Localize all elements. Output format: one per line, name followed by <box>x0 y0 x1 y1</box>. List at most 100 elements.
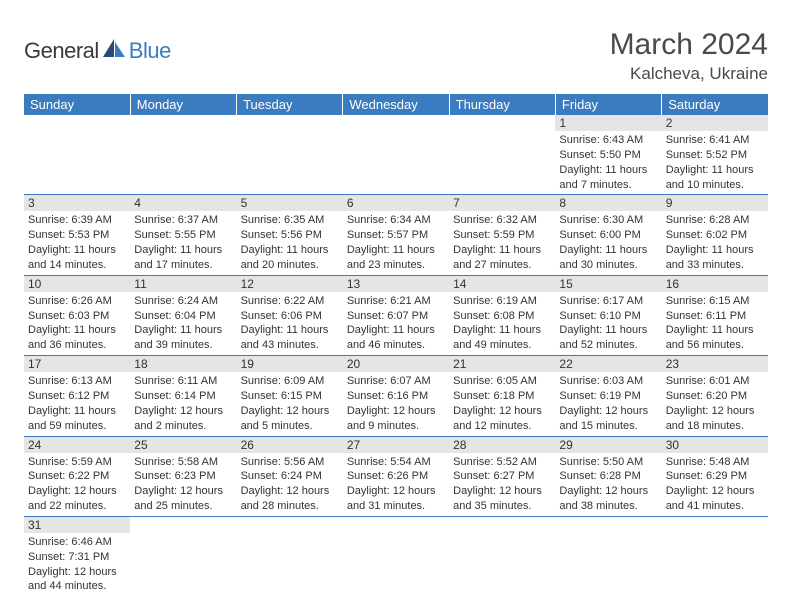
calendar-day-cell: 15Sunrise: 6:17 AMSunset: 6:10 PMDayligh… <box>555 275 661 355</box>
sunset-text: Sunset: 6:15 PM <box>241 389 339 404</box>
day-number: 16 <box>662 276 768 292</box>
sunset-text: Sunset: 6:07 PM <box>347 309 445 324</box>
daylight-text: Daylight: 11 hours and 36 minutes. <box>28 323 126 353</box>
month-title: March 2024 <box>610 28 768 62</box>
day-details: Sunrise: 6:03 AMSunset: 6:19 PMDaylight:… <box>555 372 661 435</box>
sunset-text: Sunset: 6:10 PM <box>559 309 657 324</box>
sunrise-text: Sunrise: 5:56 AM <box>241 455 339 470</box>
day-number: 21 <box>449 356 555 372</box>
sunrise-text: Sunrise: 5:50 AM <box>559 455 657 470</box>
brand-logo: General Blue <box>24 38 171 64</box>
day-details: Sunrise: 6:39 AMSunset: 5:53 PMDaylight:… <box>24 211 130 274</box>
day-details: Sunrise: 6:15 AMSunset: 6:11 PMDaylight:… <box>662 292 768 355</box>
calendar-day-cell: 8Sunrise: 6:30 AMSunset: 6:00 PMDaylight… <box>555 195 661 275</box>
daylight-text: Daylight: 11 hours and 30 minutes. <box>559 243 657 273</box>
brand-text-1: General <box>24 38 99 64</box>
calendar-day-cell: 25Sunrise: 5:58 AMSunset: 6:23 PMDayligh… <box>130 436 236 516</box>
sunset-text: Sunset: 6:24 PM <box>241 469 339 484</box>
daylight-text: Daylight: 11 hours and 33 minutes. <box>666 243 764 273</box>
daylight-text: Daylight: 12 hours and 35 minutes. <box>453 484 551 514</box>
daylight-text: Daylight: 12 hours and 5 minutes. <box>241 404 339 434</box>
sunrise-text: Sunrise: 5:59 AM <box>28 455 126 470</box>
day-details: Sunrise: 5:52 AMSunset: 6:27 PMDaylight:… <box>449 453 555 516</box>
day-number: 2 <box>662 115 768 131</box>
sunset-text: Sunset: 6:29 PM <box>666 469 764 484</box>
sunrise-text: Sunrise: 6:34 AM <box>347 213 445 228</box>
calendar-day-cell: 17Sunrise: 6:13 AMSunset: 6:12 PMDayligh… <box>24 356 130 436</box>
calendar-table: Sunday Monday Tuesday Wednesday Thursday… <box>24 94 768 596</box>
weekday-header: Wednesday <box>343 94 449 115</box>
day-details: Sunrise: 6:24 AMSunset: 6:04 PMDaylight:… <box>130 292 236 355</box>
location-label: Kalcheva, Ukraine <box>610 64 768 84</box>
daylight-text: Daylight: 12 hours and 15 minutes. <box>559 404 657 434</box>
day-number: 7 <box>449 195 555 211</box>
day-number: 19 <box>237 356 343 372</box>
day-number: 25 <box>130 437 236 453</box>
weekday-header: Sunday <box>24 94 130 115</box>
day-number: 17 <box>24 356 130 372</box>
calendar-day-cell <box>343 115 449 195</box>
calendar-day-cell: 19Sunrise: 6:09 AMSunset: 6:15 PMDayligh… <box>237 356 343 436</box>
sunset-text: Sunset: 6:11 PM <box>666 309 764 324</box>
weekday-header: Thursday <box>449 94 555 115</box>
sunset-text: Sunset: 5:53 PM <box>28 228 126 243</box>
day-number: 23 <box>662 356 768 372</box>
sunset-text: Sunset: 6:27 PM <box>453 469 551 484</box>
calendar-day-cell: 10Sunrise: 6:26 AMSunset: 6:03 PMDayligh… <box>24 275 130 355</box>
sunrise-text: Sunrise: 6:21 AM <box>347 294 445 309</box>
sunset-text: Sunset: 6:16 PM <box>347 389 445 404</box>
sunset-text: Sunset: 5:57 PM <box>347 228 445 243</box>
daylight-text: Daylight: 11 hours and 7 minutes. <box>559 163 657 193</box>
calendar-day-cell: 3Sunrise: 6:39 AMSunset: 5:53 PMDaylight… <box>24 195 130 275</box>
daylight-text: Daylight: 11 hours and 39 minutes. <box>134 323 232 353</box>
sunrise-text: Sunrise: 6:15 AM <box>666 294 764 309</box>
calendar-day-cell: 12Sunrise: 6:22 AMSunset: 6:06 PMDayligh… <box>237 275 343 355</box>
calendar-day-cell <box>24 115 130 195</box>
day-details: Sunrise: 6:41 AMSunset: 5:52 PMDaylight:… <box>662 131 768 194</box>
calendar-week-row: 3Sunrise: 6:39 AMSunset: 5:53 PMDaylight… <box>24 195 768 275</box>
calendar-day-cell: 27Sunrise: 5:54 AMSunset: 6:26 PMDayligh… <box>343 436 449 516</box>
day-number: 12 <box>237 276 343 292</box>
calendar-day-cell <box>449 516 555 596</box>
daylight-text: Daylight: 11 hours and 10 minutes. <box>666 163 764 193</box>
calendar-day-cell: 6Sunrise: 6:34 AMSunset: 5:57 PMDaylight… <box>343 195 449 275</box>
sunrise-text: Sunrise: 6:43 AM <box>559 133 657 148</box>
day-number: 9 <box>662 195 768 211</box>
calendar-day-cell <box>237 115 343 195</box>
calendar-day-cell: 18Sunrise: 6:11 AMSunset: 6:14 PMDayligh… <box>130 356 236 436</box>
day-number: 24 <box>24 437 130 453</box>
day-details: Sunrise: 6:46 AMSunset: 7:31 PMDaylight:… <box>24 533 130 596</box>
sunrise-text: Sunrise: 6:09 AM <box>241 374 339 389</box>
day-number: 10 <box>24 276 130 292</box>
sunrise-text: Sunrise: 6:30 AM <box>559 213 657 228</box>
calendar-day-cell: 14Sunrise: 6:19 AMSunset: 6:08 PMDayligh… <box>449 275 555 355</box>
sunset-text: Sunset: 6:23 PM <box>134 469 232 484</box>
calendar-day-cell <box>449 115 555 195</box>
daylight-text: Daylight: 11 hours and 27 minutes. <box>453 243 551 273</box>
day-details: Sunrise: 6:19 AMSunset: 6:08 PMDaylight:… <box>449 292 555 355</box>
day-number: 29 <box>555 437 661 453</box>
day-number: 22 <box>555 356 661 372</box>
calendar-week-row: 31Sunrise: 6:46 AMSunset: 7:31 PMDayligh… <box>24 516 768 596</box>
sail-icon <box>103 39 125 64</box>
weekday-header: Tuesday <box>237 94 343 115</box>
calendar-day-cell: 5Sunrise: 6:35 AMSunset: 5:56 PMDaylight… <box>237 195 343 275</box>
daylight-text: Daylight: 12 hours and 44 minutes. <box>28 565 126 595</box>
day-details: Sunrise: 6:28 AMSunset: 6:02 PMDaylight:… <box>662 211 768 274</box>
sunrise-text: Sunrise: 6:22 AM <box>241 294 339 309</box>
daylight-text: Daylight: 11 hours and 20 minutes. <box>241 243 339 273</box>
calendar-page: General Blue March 2024 Kalcheva, Ukrain… <box>0 0 792 596</box>
day-number: 30 <box>662 437 768 453</box>
day-details: Sunrise: 6:21 AMSunset: 6:07 PMDaylight:… <box>343 292 449 355</box>
calendar-week-row: 17Sunrise: 6:13 AMSunset: 6:12 PMDayligh… <box>24 356 768 436</box>
daylight-text: Daylight: 12 hours and 31 minutes. <box>347 484 445 514</box>
day-details: Sunrise: 6:09 AMSunset: 6:15 PMDaylight:… <box>237 372 343 435</box>
calendar-day-cell <box>130 516 236 596</box>
day-details: Sunrise: 5:58 AMSunset: 6:23 PMDaylight:… <box>130 453 236 516</box>
day-number: 6 <box>343 195 449 211</box>
day-details: Sunrise: 5:48 AMSunset: 6:29 PMDaylight:… <box>662 453 768 516</box>
day-details: Sunrise: 5:50 AMSunset: 6:28 PMDaylight:… <box>555 453 661 516</box>
sunset-text: Sunset: 7:31 PM <box>28 550 126 565</box>
day-details: Sunrise: 6:26 AMSunset: 6:03 PMDaylight:… <box>24 292 130 355</box>
sunrise-text: Sunrise: 6:13 AM <box>28 374 126 389</box>
